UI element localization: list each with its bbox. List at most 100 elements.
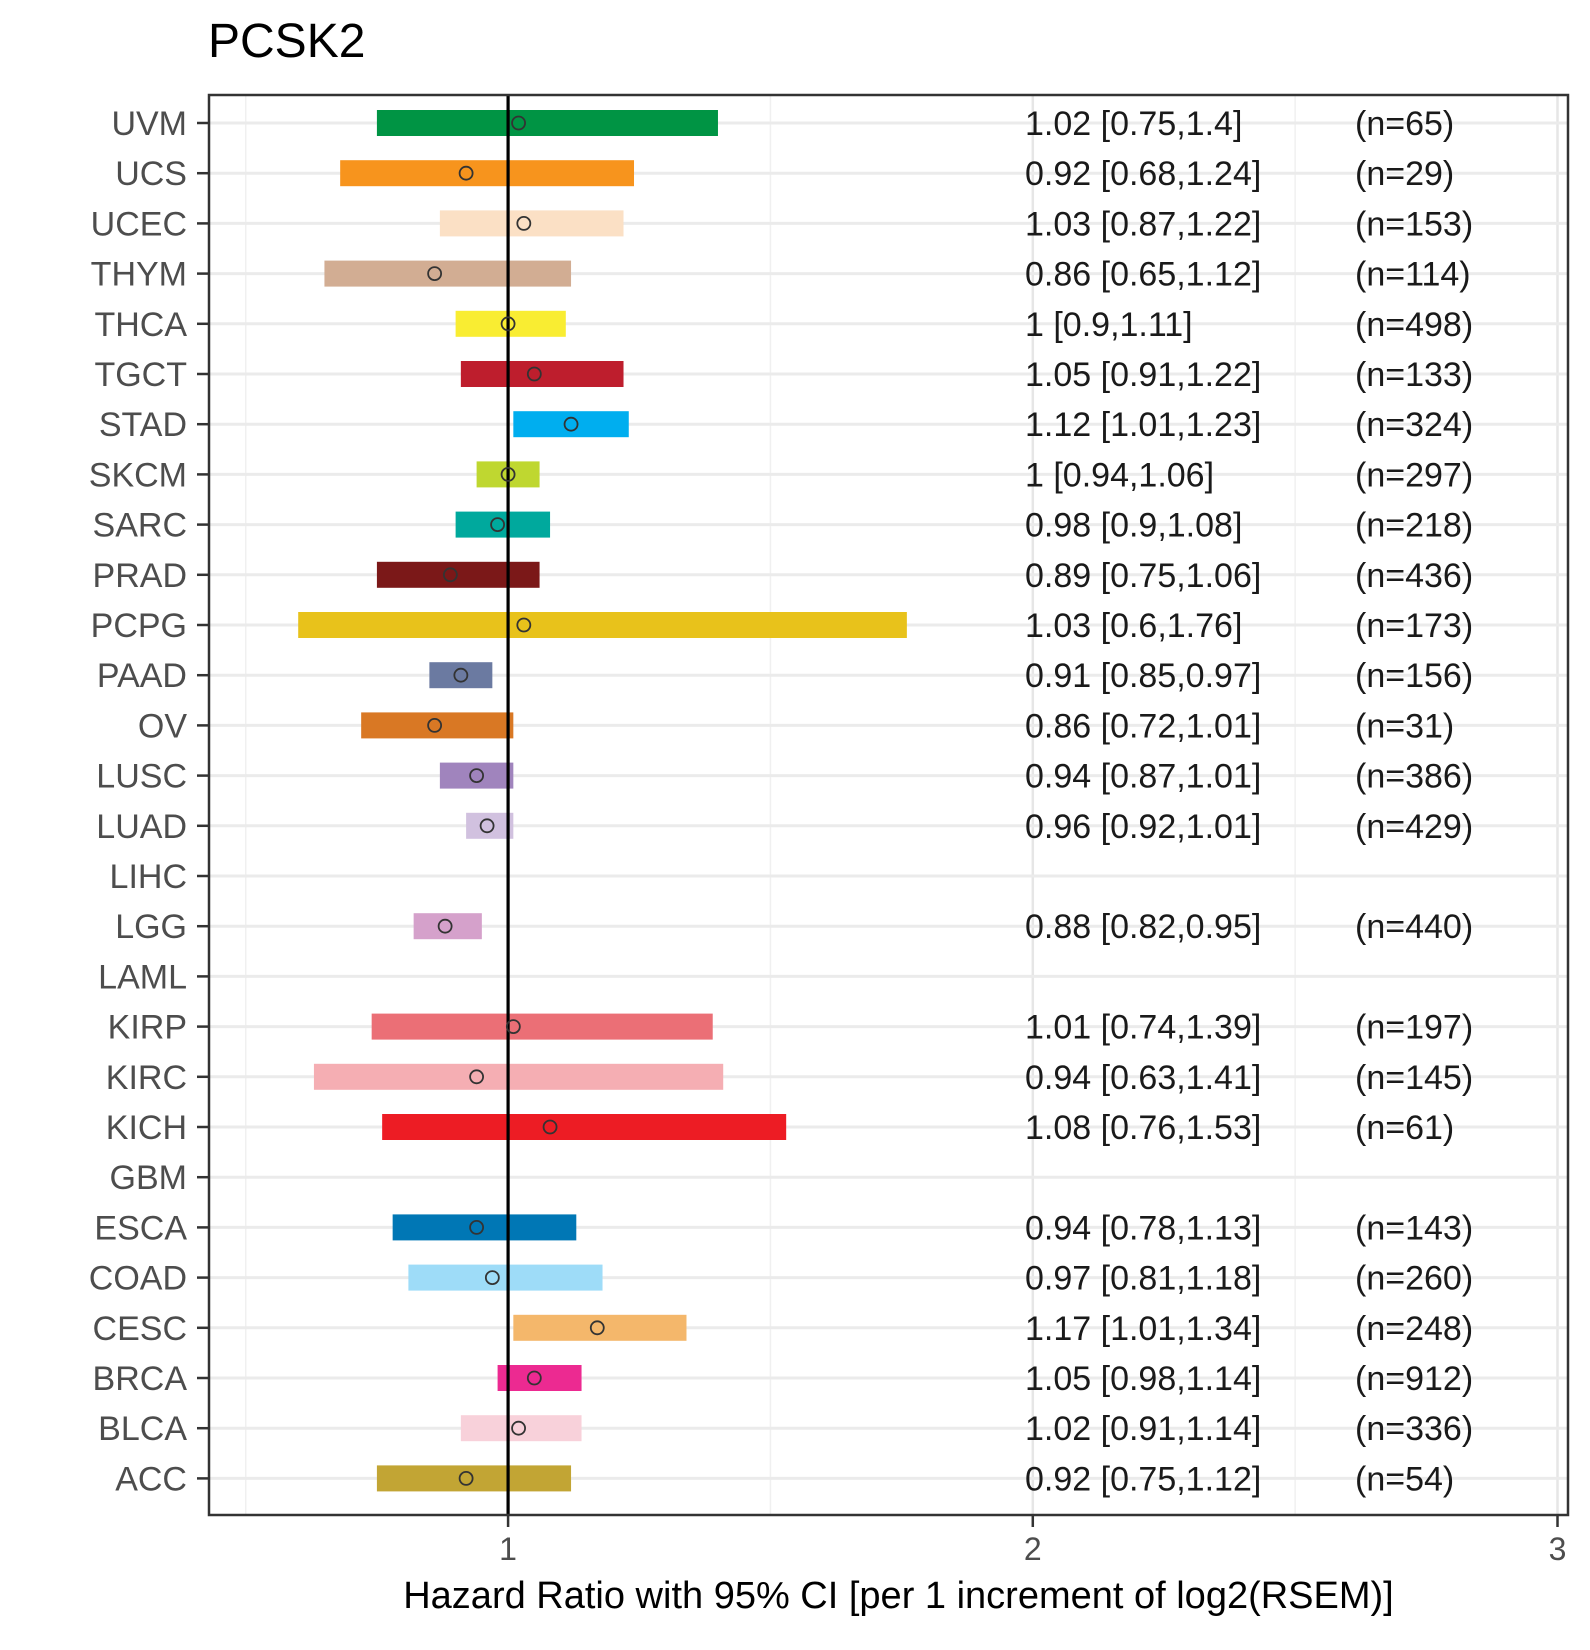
hr-ci-text: 0.98 [0.9,1.08] xyxy=(1025,507,1242,545)
row-label: UCS xyxy=(115,155,187,193)
sample-size-text: (n=143) xyxy=(1355,1209,1473,1247)
hr-point xyxy=(500,316,516,332)
row-label: BRCA xyxy=(93,1360,188,1398)
hr-ci-text: 1.05 [0.98,1.14] xyxy=(1025,1360,1261,1398)
sample-size-text: (n=173) xyxy=(1355,607,1473,645)
ci-bar xyxy=(413,913,482,940)
ci-bar xyxy=(371,1013,713,1040)
hr-point xyxy=(469,768,485,783)
sample-size-text: (n=498) xyxy=(1355,306,1473,344)
hr-ci-text: 0.97 [0.81,1.18] xyxy=(1025,1260,1261,1298)
sample-size-text: (n=153) xyxy=(1355,205,1473,243)
sample-size-text: (n=248) xyxy=(1355,1310,1473,1348)
ci-bar xyxy=(455,511,551,538)
hr-point xyxy=(526,366,542,382)
hr-ci-text: 1.02 [0.91,1.14] xyxy=(1025,1410,1261,1448)
hr-point xyxy=(589,1320,605,1336)
hr-point xyxy=(490,517,505,532)
sample-size-text: (n=324) xyxy=(1355,406,1473,444)
hr-ci-text: 1.08 [0.76,1.53] xyxy=(1025,1109,1261,1147)
hr-point xyxy=(516,617,532,633)
ci-bar xyxy=(439,210,624,237)
hr-ci-text: 1 [0.9,1.11] xyxy=(1025,306,1193,344)
hr-ci-text: 1.01 [0.74,1.39] xyxy=(1025,1009,1261,1047)
row-label: UCEC xyxy=(91,205,187,243)
sample-size-text: (n=114) xyxy=(1355,256,1471,294)
ci-bar xyxy=(497,1365,582,1391)
ci-bar xyxy=(324,260,572,287)
row-label: LUSC xyxy=(96,758,187,796)
sample-size-text: (n=336) xyxy=(1355,1410,1473,1448)
hr-points xyxy=(427,115,605,1486)
panel-border xyxy=(207,93,1570,1517)
row-label: TGCT xyxy=(94,356,187,394)
ci-bar xyxy=(408,1264,603,1291)
sample-size-text: (n=197) xyxy=(1355,1009,1473,1047)
row-label: STAD xyxy=(99,406,187,444)
ci-bar xyxy=(298,612,907,638)
hr-ci-text: 1 [0.94,1.06] xyxy=(1025,456,1214,494)
row-label: COAD xyxy=(89,1260,187,1298)
ci-bar xyxy=(460,361,624,387)
hr-ci-text: 0.94 [0.63,1.41] xyxy=(1025,1059,1261,1097)
hr-point xyxy=(505,1019,521,1034)
sample-size-text: (n=54) xyxy=(1355,1460,1454,1498)
hr-ci-text: 1.03 [0.87,1.22] xyxy=(1025,205,1261,243)
row-label: OV xyxy=(138,707,187,745)
hr-point xyxy=(479,818,495,834)
row-label: LGG xyxy=(115,908,187,946)
row-label: CESC xyxy=(93,1310,187,1348)
hr-point xyxy=(469,1220,485,1235)
hr-ci-text: 1.17 [1.01,1.34] xyxy=(1025,1310,1261,1348)
hr-ci-text: 0.94 [0.78,1.13] xyxy=(1025,1209,1261,1247)
hr-point xyxy=(453,667,469,683)
sample-size-text: (n=218) xyxy=(1355,507,1473,545)
ci-bar xyxy=(455,310,566,337)
sample-size-text: (n=436) xyxy=(1355,557,1473,595)
hr-point xyxy=(484,1270,500,1285)
hr-ci-text: 0.96 [0.92,1.01] xyxy=(1025,808,1261,846)
sample-size-text: (n=912) xyxy=(1355,1360,1473,1398)
ci-bar xyxy=(382,1114,787,1140)
hr-ci-text: 0.89 [0.75,1.06] xyxy=(1025,557,1261,595)
row-labels: UVM UCS UCEC THYM THCA TGCT STAD SKCM SARC PRAD PC… xyxy=(89,105,209,1498)
sample-size-text: (n=156) xyxy=(1355,657,1473,695)
row-label: LIHC xyxy=(110,858,187,896)
ci-bar xyxy=(361,712,514,739)
sample-size-text: (n=133) xyxy=(1355,356,1473,394)
sample-size-text: (n=297) xyxy=(1355,456,1473,494)
hr-point xyxy=(511,1420,526,1436)
sample-size-text: (n=260) xyxy=(1355,1260,1473,1298)
hr-ci-text: 1.03 [0.6,1.76] xyxy=(1025,607,1242,645)
ci-bar xyxy=(466,812,514,839)
row-label: KICH xyxy=(106,1109,187,1147)
row-label: ESCA xyxy=(94,1209,187,1247)
hr-ci-text: 0.92 [0.68,1.24] xyxy=(1025,155,1261,193)
hr-point xyxy=(526,1370,542,1386)
ci-bar xyxy=(313,1063,724,1090)
x-axis-label: Hazard Ratio with 95% CI [per 1 incremen… xyxy=(403,1575,1394,1617)
hr-ci-text: 0.86 [0.65,1.12] xyxy=(1025,256,1261,294)
ci-bar xyxy=(513,411,629,438)
axes: 1 2 3 Hazard Ratio with 95% CI [per 1 incre… xyxy=(207,93,1570,1617)
sample-size-text: (n=31) xyxy=(1355,707,1454,745)
row-label: UVM xyxy=(111,105,187,143)
row-label: GBM xyxy=(110,1159,187,1197)
hr-point xyxy=(516,215,532,231)
hr-ci-text: 1.12 [1.01,1.23] xyxy=(1025,406,1261,444)
ci-bar xyxy=(429,662,493,689)
ci-bar xyxy=(376,110,718,136)
hr-point xyxy=(458,1471,474,1486)
hr-ci-text: 0.91 [0.85,0.97] xyxy=(1025,657,1261,695)
hr-ci-text: 0.92 [0.75,1.12] xyxy=(1025,1460,1261,1498)
row-label: LAML xyxy=(98,958,187,996)
row-label: PCPG xyxy=(91,607,187,645)
sample-size-text: (n=29) xyxy=(1355,155,1454,193)
ci-bar xyxy=(376,1465,572,1492)
hr-point xyxy=(437,918,453,934)
row-label: THCA xyxy=(94,306,187,344)
hr-ci-text: 0.94 [0.87,1.01] xyxy=(1025,758,1261,796)
sample-size-text: (n=440) xyxy=(1355,908,1473,946)
hr-point xyxy=(427,718,443,733)
hr-point xyxy=(563,416,579,432)
